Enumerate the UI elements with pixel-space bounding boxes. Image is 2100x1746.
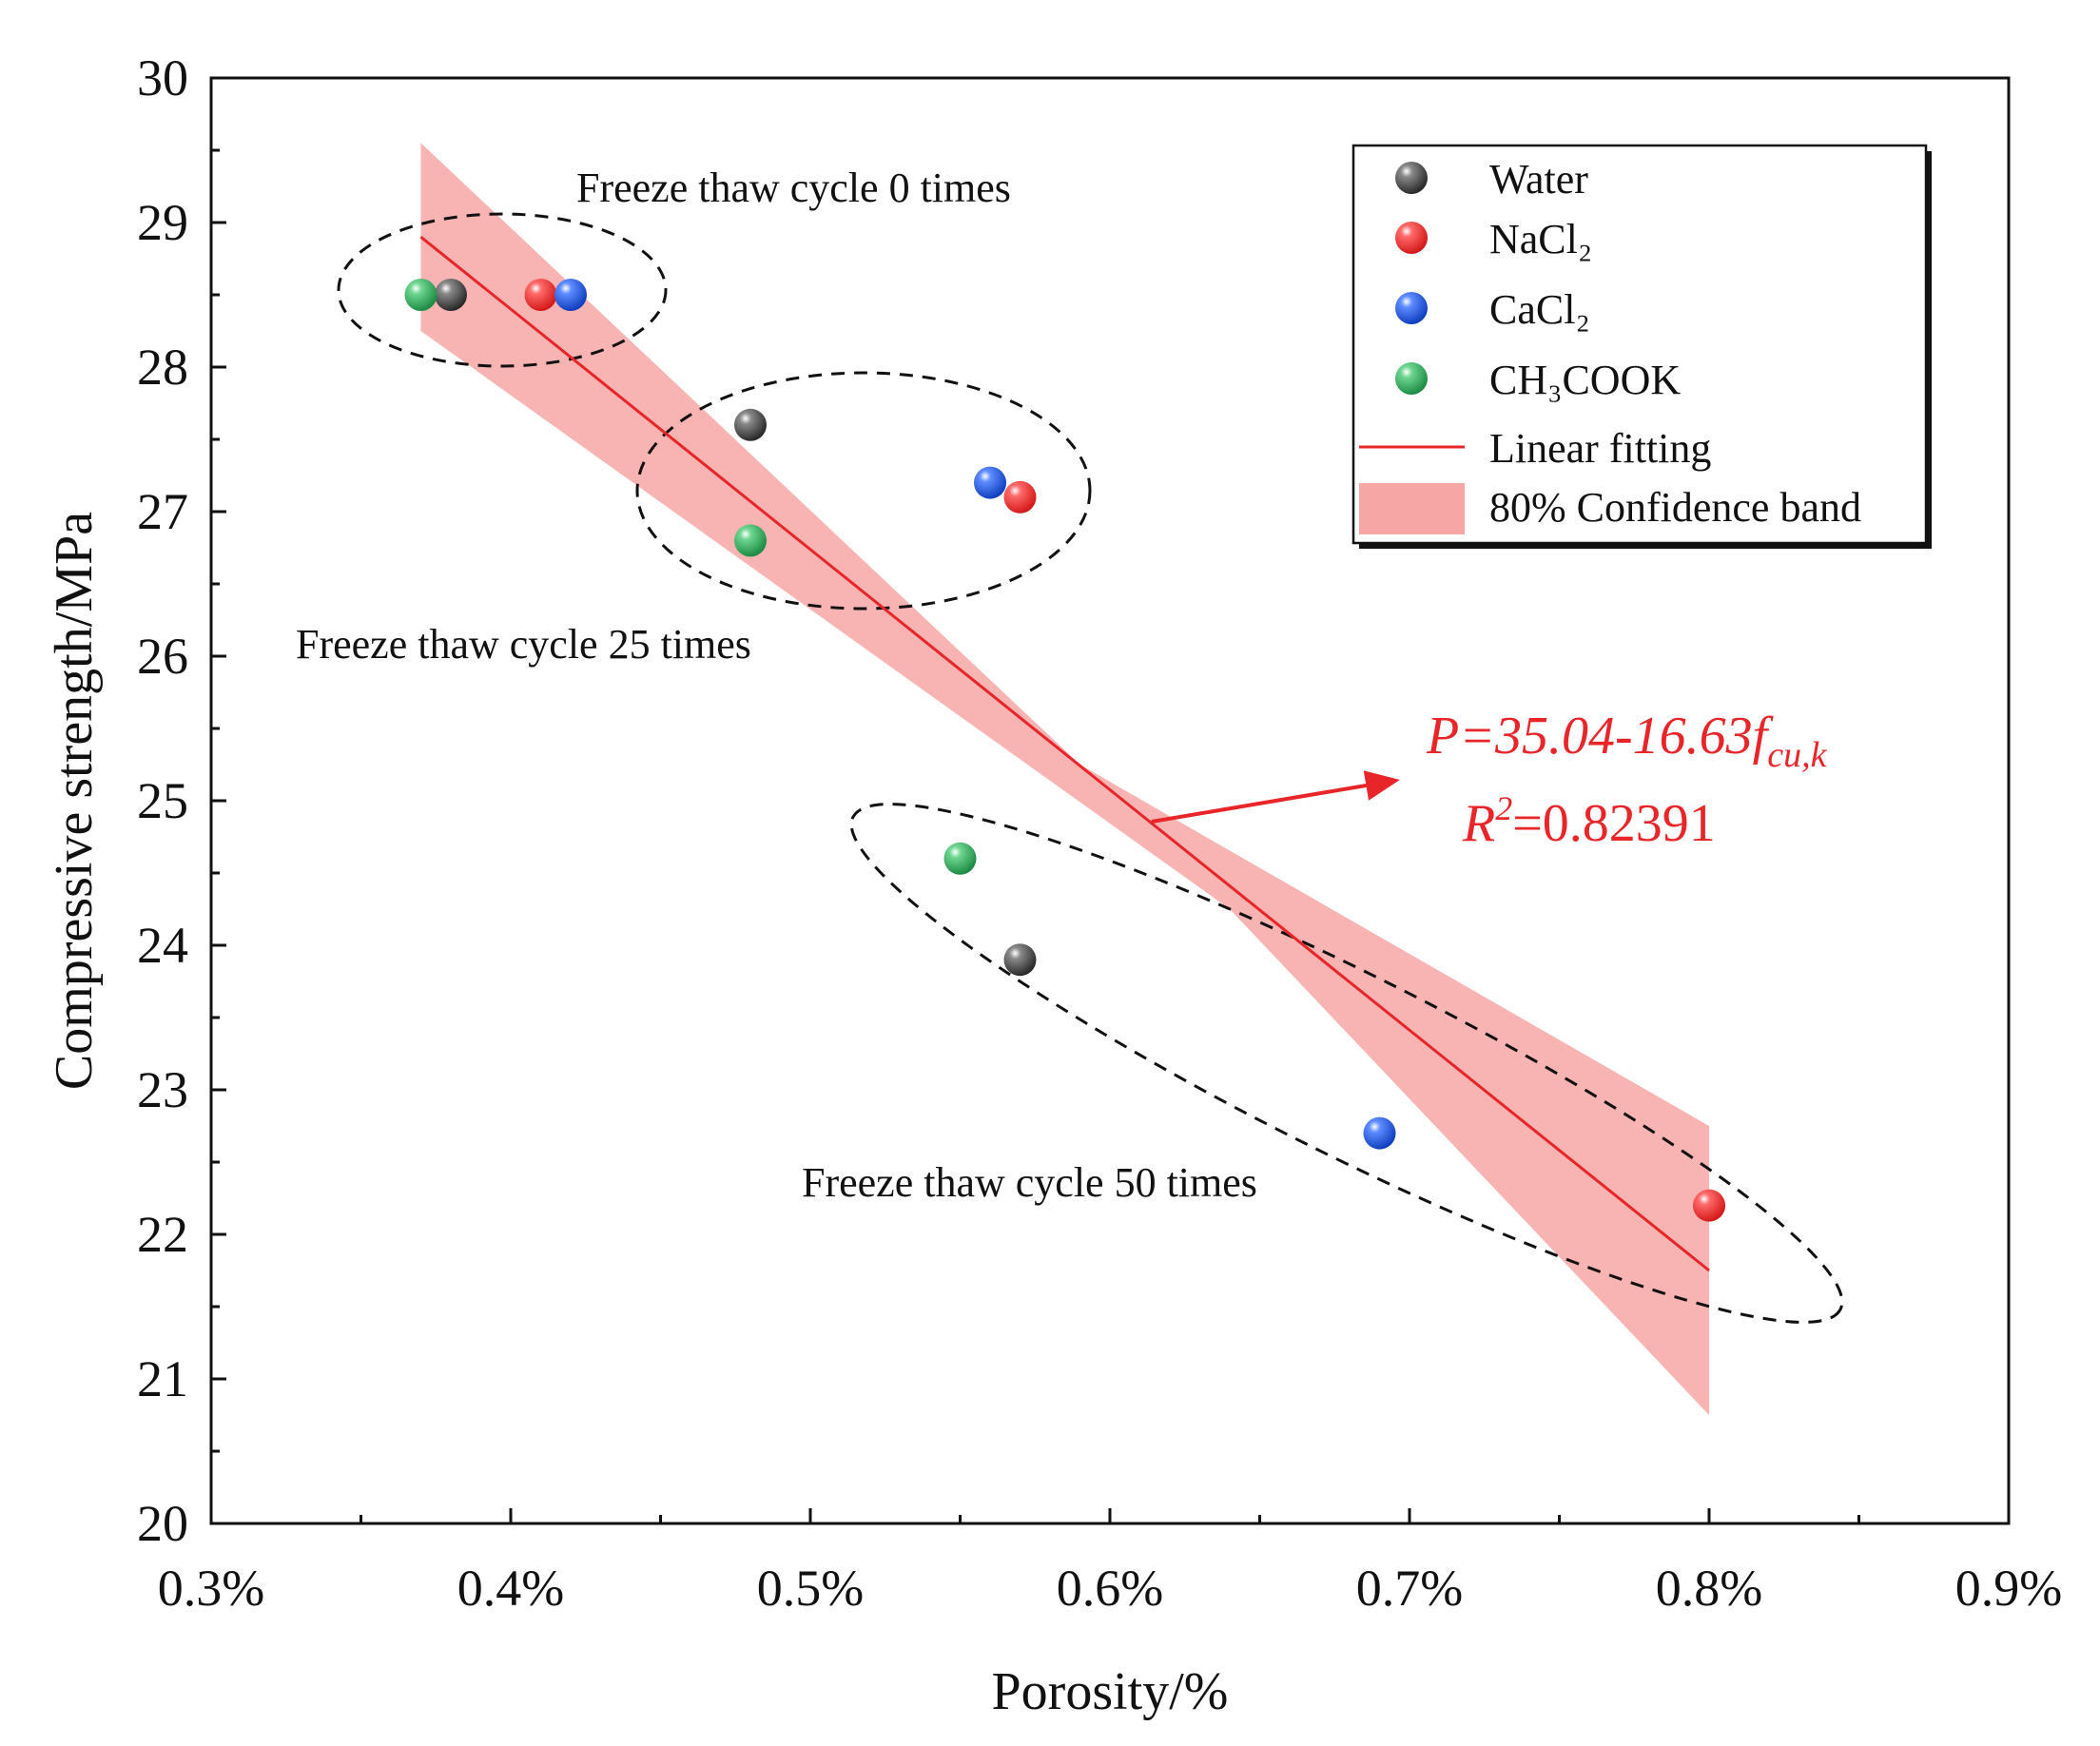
legend-box: [1351, 144, 1928, 545]
x-tick-label: 0.7%: [1356, 1560, 1463, 1617]
x-tick-label: 0.6%: [1057, 1560, 1163, 1617]
linear-fit-line: [419, 236, 1710, 1272]
annotation-cycle-0: Freeze thaw cycle 0 times: [576, 165, 1011, 211]
point-ch3cook-1: [734, 524, 767, 557]
legend-label-cacl2: CaCl₂: [1489, 286, 1590, 333]
y-tick-label: 27: [137, 483, 188, 540]
fit-equation: P=35.04-16.63fcu,k: [1426, 707, 1828, 775]
legend-label-confidence-band: 80% Confidence band: [1489, 484, 1861, 531]
y-tick-label: 23: [137, 1061, 188, 1118]
point-ch3cook-0: [404, 279, 438, 311]
legend: Water NaCl₂ CaCl₂ CH₃COOK Linear fitting…: [1351, 144, 1932, 549]
legend-label-nacl2: NaCl₂: [1489, 216, 1592, 262]
point-water-1: [734, 408, 767, 441]
r-squared-value: =0.82391: [1512, 794, 1716, 853]
point-water-2: [1003, 943, 1037, 977]
equation-arrow: [1151, 770, 1400, 824]
y-tick-label: 20: [137, 1495, 188, 1552]
legend-marker-cacl2: [1395, 292, 1428, 324]
y-axis: 20 21 22 23 24 25 26 27 28 29 30: [137, 49, 226, 1552]
y-tick-label: 21: [137, 1350, 188, 1407]
point-nacl2-2: [1693, 1189, 1725, 1222]
equation-main: P=35.04-16.63f: [1426, 707, 1775, 766]
x-axis: 0.3% 0.4% 0.5% 0.6% 0.7% 0.8% 0.9%: [158, 1508, 2062, 1617]
ellipse-cycle-0: [337, 212, 668, 368]
x-tick-label: 0.4%: [457, 1560, 564, 1617]
point-cacl2-1: [974, 466, 1006, 499]
r-squared-symbol: R: [1462, 794, 1495, 853]
x-tick-label: 0.3%: [158, 1560, 264, 1617]
group-ellipses: [337, 212, 1844, 1324]
y-tick-label: 30: [137, 49, 188, 107]
equation-subscript: cu,k: [1767, 735, 1827, 775]
x-tick-label: 0.8%: [1656, 1560, 1762, 1617]
x-tick-label: 0.9%: [1955, 1560, 2062, 1617]
ellipse-cycle-25: [635, 371, 1092, 611]
y-tick-label: 24: [137, 917, 188, 974]
point-cacl2-2: [1363, 1116, 1396, 1150]
legend-label-ch3cook: CH₃COOK: [1489, 357, 1681, 403]
point-nacl2-1: [1003, 480, 1037, 514]
x-axis-title: Porosity/%: [992, 1662, 1229, 1721]
y-tick-label: 26: [137, 628, 188, 685]
x-tick-label: 0.5%: [757, 1560, 864, 1617]
annotation-cycle-25: Freeze thaw cycle 25 times: [296, 621, 751, 668]
confidence-band: [420, 143, 1709, 1415]
y-tick-label: 28: [137, 339, 188, 396]
legend-label-linear-fit: Linear fitting: [1489, 425, 1711, 472]
ellipse-cycle-50: [849, 803, 1844, 1324]
legend-marker-nacl2: [1395, 222, 1428, 254]
fit-r-squared: R2=0.82391: [1462, 789, 1716, 853]
point-ch3cook-2: [943, 842, 977, 875]
y-tick-label: 22: [137, 1206, 188, 1263]
legend-marker-ch3cook: [1395, 362, 1428, 395]
r-squared-superscript: 2: [1495, 789, 1512, 827]
point-cacl2-0: [554, 279, 587, 311]
annotation-cycle-50: Freeze thaw cycle 50 times: [802, 1159, 1257, 1206]
legend-label-water: Water: [1489, 156, 1588, 203]
y-axis-title: Compressive strength/MPa: [45, 512, 104, 1090]
point-water-0: [435, 279, 467, 311]
y-tick-label: 25: [137, 772, 188, 829]
data-points: [404, 279, 1725, 1222]
legend-marker-confidence-band: [1359, 483, 1465, 534]
point-nacl2-0: [524, 279, 557, 311]
y-tick-label: 29: [137, 194, 188, 251]
legend-marker-water: [1395, 162, 1428, 194]
